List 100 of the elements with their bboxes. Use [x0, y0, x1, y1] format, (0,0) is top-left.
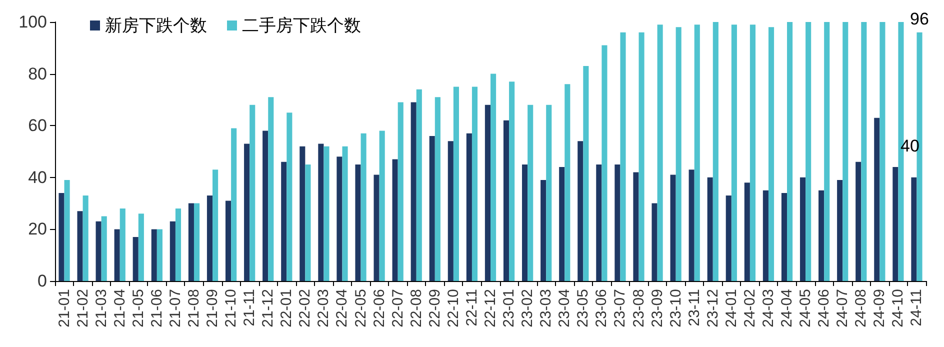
x-tick-label: 23-08 — [630, 289, 648, 328]
bar — [188, 203, 194, 281]
legend-label: 新房下跌个数 — [105, 16, 207, 35]
x-tick-label: 22-01 — [278, 289, 296, 328]
bar — [837, 180, 843, 281]
y-tick-label: 80 — [28, 64, 47, 84]
bar — [466, 133, 472, 281]
data-label: 96 — [910, 9, 929, 28]
x-tick-label: 22-08 — [408, 289, 425, 328]
bar — [360, 133, 366, 281]
y-tick-label: 100 — [18, 12, 47, 32]
x-tick-label: 22-03 — [315, 289, 332, 328]
bar — [657, 24, 663, 281]
x-tick-label: 24-10 — [890, 289, 907, 328]
bar — [225, 200, 232, 281]
y-tick-label: 40 — [28, 168, 47, 187]
x-tick-label: 21-08 — [185, 289, 202, 328]
bar — [633, 172, 639, 281]
bar — [250, 104, 256, 281]
bar — [96, 221, 102, 281]
bar — [559, 167, 565, 281]
bar — [398, 102, 404, 281]
bar — [120, 208, 126, 281]
y-tick-label: 20 — [28, 220, 47, 239]
x-tick-label: 23-04 — [556, 289, 574, 328]
x-tick-label: 23-09 — [648, 289, 666, 328]
x-tick-label: 21-10 — [222, 289, 240, 328]
x-tick-label: 21-11 — [241, 289, 258, 326]
x-tick-label: 22-04 — [334, 289, 351, 328]
x-tick-label: 22-02 — [296, 289, 314, 328]
bar — [374, 174, 380, 281]
x-tick-label: 22-05 — [352, 289, 370, 328]
bar — [731, 24, 737, 281]
bar — [392, 159, 398, 281]
bar — [286, 112, 292, 281]
bar — [300, 146, 306, 281]
x-tick-label: 23-05 — [574, 289, 592, 328]
x-tick-label: 21-01 — [56, 289, 73, 328]
bar — [472, 86, 478, 281]
x-tick-label: 22-11 — [463, 289, 480, 326]
bar — [768, 27, 774, 281]
bar — [156, 229, 162, 281]
bar — [800, 177, 806, 281]
bar — [281, 162, 287, 281]
bar — [694, 24, 700, 281]
bar — [206, 196, 213, 281]
bar — [244, 144, 250, 281]
bar — [170, 221, 176, 281]
bar — [484, 104, 490, 281]
bar — [151, 229, 157, 281]
x-tick-label: 22-07 — [389, 289, 406, 328]
bar — [842, 22, 848, 281]
bar — [336, 156, 342, 281]
bar — [824, 22, 830, 281]
bar — [596, 164, 602, 281]
bar — [744, 182, 750, 281]
bar — [453, 86, 459, 281]
bar — [522, 164, 528, 281]
bar — [268, 97, 274, 281]
bar — [638, 32, 644, 281]
x-tick-label: 21-07 — [166, 289, 184, 328]
bar — [726, 196, 732, 281]
bar — [670, 174, 676, 281]
y-tick-label: 60 — [28, 116, 47, 136]
bar — [212, 170, 218, 281]
bar — [379, 130, 385, 281]
x-tick-label: 24-06 — [816, 289, 833, 328]
bar — [324, 146, 330, 281]
bar — [874, 118, 880, 281]
x-tick-label: 21-02 — [74, 289, 92, 328]
bar — [676, 27, 682, 281]
bar — [82, 196, 88, 281]
bar — [911, 177, 917, 281]
bar — [762, 190, 768, 281]
bar — [114, 229, 120, 281]
legend-label: 二手房下跌个数 — [242, 16, 361, 35]
x-tick-label: 24-11 — [908, 289, 926, 326]
bar — [564, 84, 570, 281]
bar — [64, 180, 70, 281]
x-tick-label: 22-10 — [444, 289, 462, 328]
x-tick-label: 24-03 — [760, 289, 777, 328]
bar — [546, 104, 552, 281]
bar — [707, 177, 713, 281]
bar — [355, 164, 361, 281]
bar — [861, 22, 867, 281]
bar — [818, 190, 824, 281]
bar — [194, 203, 200, 281]
bar — [434, 97, 440, 281]
bar — [892, 167, 898, 281]
x-tick-label: 23-06 — [593, 289, 610, 328]
bar — [688, 170, 694, 281]
x-tick-label: 24-09 — [871, 289, 888, 328]
bar — [750, 24, 756, 281]
bar — [503, 120, 510, 281]
bar — [410, 102, 416, 281]
bar — [318, 144, 324, 281]
x-tick-label: 23-03 — [538, 289, 555, 328]
bar — [578, 141, 584, 281]
bar — [509, 82, 515, 281]
x-tick-label: 21-03 — [92, 289, 110, 328]
